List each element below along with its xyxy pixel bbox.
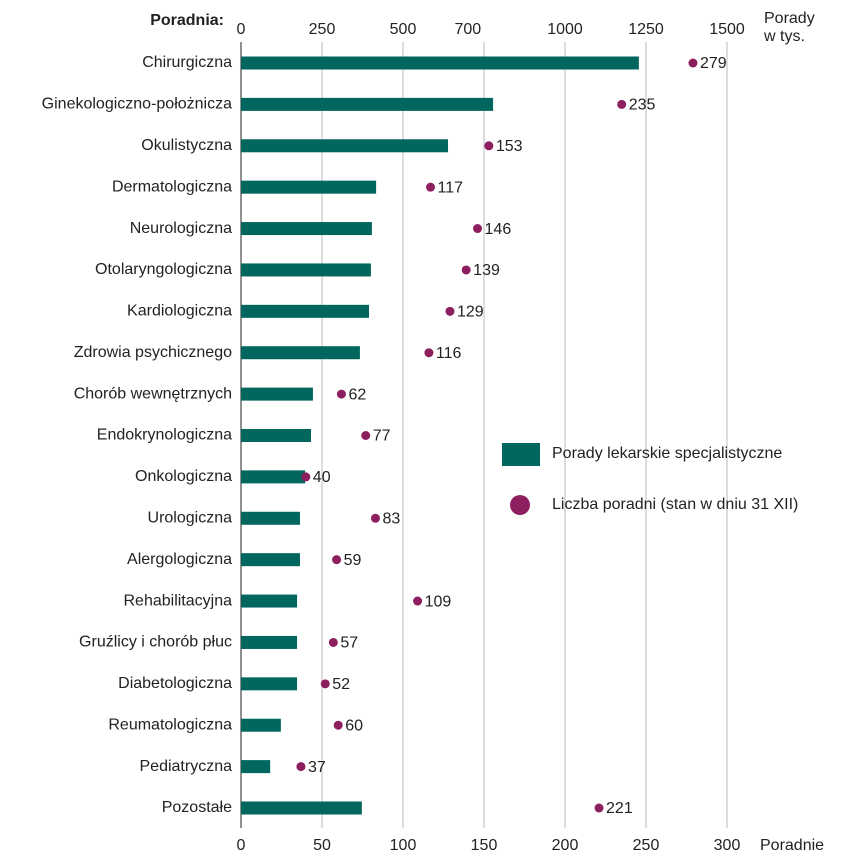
- bar: [241, 553, 300, 567]
- bar: [241, 222, 372, 236]
- dot: [370, 513, 380, 523]
- data-label: 59: [344, 552, 362, 569]
- data-label: 40: [313, 469, 331, 486]
- dot: [361, 431, 371, 440]
- legend-label: Liczba poradni (stan w dniu 31 XII): [552, 496, 798, 513]
- x-tick-label: 250: [633, 837, 660, 853]
- y-tick-label: Reumatologiczna: [108, 716, 232, 733]
- data-label: 60: [345, 717, 363, 734]
- y-tick-label: Diabetologiczna: [118, 675, 232, 692]
- x-tick-label: 150: [471, 837, 498, 853]
- x-tick-label: 50: [313, 837, 331, 853]
- y-tick-label: Alergologiczna: [127, 551, 232, 568]
- x2-tick-label: 1000: [547, 21, 583, 38]
- y-tick-label: Ginekologiczno-położnicza: [42, 96, 232, 113]
- data-label: 77: [373, 428, 391, 445]
- y-tick-label: Neurologiczna: [130, 220, 232, 237]
- legend-label: Porady lekarskie specjalistyczne: [552, 445, 782, 462]
- bar: [241, 180, 377, 194]
- legend-swatch: [502, 443, 540, 466]
- dot: [296, 762, 306, 772]
- data-label: 83: [382, 510, 400, 527]
- bar: [241, 346, 360, 360]
- y-tick-label: Rehabilitacyjna: [123, 592, 232, 609]
- data-label: 109: [425, 593, 452, 610]
- y-tick-label: Dermatologiczna: [112, 178, 232, 195]
- bar: [241, 56, 639, 70]
- dot: [336, 389, 346, 399]
- y-tick-label: Kardiologiczna: [127, 303, 232, 320]
- x-tick-label: 200: [552, 837, 579, 853]
- data-label: 129: [457, 304, 484, 321]
- data-label: 37: [308, 759, 326, 776]
- dot: [594, 803, 604, 813]
- x2-tick-label: 1500: [709, 21, 745, 38]
- data-label: 117: [438, 179, 464, 196]
- data-label: 146: [485, 221, 512, 238]
- dot: [424, 348, 434, 358]
- dot: [617, 99, 627, 109]
- bar: [241, 263, 371, 277]
- bar: [241, 635, 298, 649]
- dot: [445, 306, 455, 316]
- dot: [461, 265, 471, 275]
- dot: [332, 555, 342, 565]
- x-tick-label: 300: [714, 837, 741, 853]
- data-label: 279: [700, 55, 727, 72]
- legend-swatch: [510, 495, 530, 515]
- bar: [241, 470, 306, 484]
- bar: [241, 760, 271, 774]
- dot: [328, 637, 338, 647]
- y-tick-label: Endokrynologiczna: [97, 427, 232, 444]
- dot: [426, 182, 436, 192]
- y-tick-label: Otolaryngologiczna: [95, 261, 232, 278]
- data-label: 116: [436, 345, 462, 362]
- y-tick-label: Pozostałe: [162, 799, 232, 816]
- bar: [241, 801, 362, 815]
- y-tick-label: Chirurgiczna: [142, 54, 232, 71]
- y-tick-label: Chorób wewnętrznych: [74, 385, 232, 402]
- y-tick-label: Pediatryczna: [140, 758, 233, 775]
- bar: [241, 718, 281, 732]
- data-label: 221: [606, 800, 633, 817]
- x2-tick-label: 250: [309, 21, 336, 38]
- bar: [241, 511, 300, 525]
- x-tick-label: 100: [390, 837, 417, 853]
- y-axis-label: Poradnia:: [150, 12, 224, 29]
- x2-tick-label: 700: [454, 21, 481, 38]
- data-label: 153: [496, 138, 523, 155]
- dot: [688, 58, 698, 68]
- x2-tick-label: 500: [390, 21, 417, 38]
- bar: [241, 594, 298, 608]
- x-tick-label: 0: [237, 837, 246, 853]
- bar: [241, 429, 311, 442]
- x2-axis-label: Porady w tys.: [764, 10, 815, 45]
- data-label: 62: [348, 386, 366, 403]
- dot: [473, 224, 483, 234]
- y-tick-label: Onkologiczna: [135, 468, 232, 485]
- bar: [241, 97, 494, 111]
- x2-tick-label: 1250: [628, 21, 664, 38]
- x-axis-label: Poradnie: [760, 837, 824, 853]
- y-tick-label: Gruźlicy i chorób płuc: [79, 634, 232, 651]
- dot: [333, 720, 343, 730]
- data-label: 57: [340, 635, 358, 652]
- dot: [320, 679, 330, 689]
- bar: [241, 304, 369, 318]
- bar: [241, 387, 313, 401]
- dot: [484, 141, 494, 151]
- bar: [241, 677, 298, 691]
- data-label: 235: [629, 97, 656, 114]
- y-tick-label: Urologiczna: [148, 509, 233, 526]
- data-label: 52: [332, 676, 350, 693]
- dot: [301, 472, 311, 482]
- dot: [413, 596, 423, 606]
- y-tick-label: Okulistyczna: [141, 137, 232, 154]
- y-tick-label: Zdrowia psychicznego: [74, 344, 232, 361]
- x2-tick-label: 0: [237, 21, 246, 38]
- bar: [241, 139, 449, 153]
- data-label: 139: [473, 262, 500, 279]
